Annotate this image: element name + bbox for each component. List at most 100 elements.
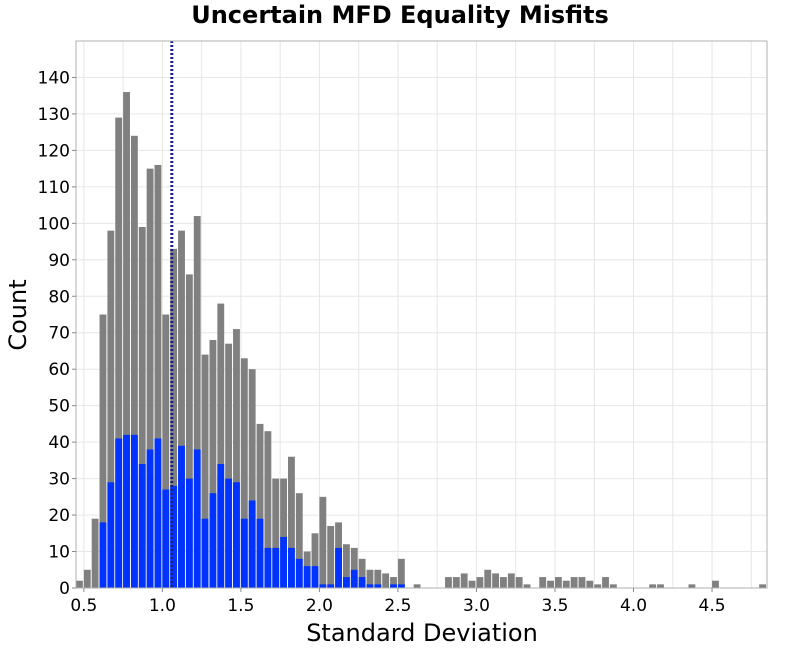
bar-total bbox=[594, 584, 602, 588]
bar-subset bbox=[335, 547, 342, 588]
bar-subset bbox=[397, 584, 405, 588]
bar-total bbox=[382, 573, 390, 588]
chart-title: Uncertain MFD Equality Misfits bbox=[191, 1, 609, 29]
bar-subset bbox=[201, 518, 209, 588]
bar-subset bbox=[225, 478, 233, 588]
bar-total bbox=[240, 358, 248, 588]
bar-subset bbox=[217, 464, 225, 588]
bar-total bbox=[115, 117, 123, 588]
bar-total bbox=[256, 423, 264, 588]
bar-total bbox=[146, 168, 154, 588]
bar-total bbox=[374, 569, 382, 588]
bar-total bbox=[342, 544, 350, 588]
bar-total bbox=[264, 431, 272, 588]
x-tick-label: 3.0 bbox=[463, 596, 490, 616]
bar-total bbox=[554, 577, 562, 588]
bar-total bbox=[91, 518, 99, 588]
bar-total bbox=[562, 580, 570, 588]
bar-total bbox=[123, 92, 130, 588]
bar-subset bbox=[154, 438, 162, 588]
bar-subset bbox=[193, 449, 201, 588]
bar-total bbox=[185, 274, 193, 588]
bar-total bbox=[547, 580, 554, 588]
bar-subset bbox=[115, 438, 123, 588]
bar-subset bbox=[366, 584, 374, 588]
bar-total bbox=[492, 573, 500, 588]
y-tick-label: 120 bbox=[38, 141, 70, 161]
y-tick-label: 50 bbox=[48, 397, 70, 417]
bar-total bbox=[578, 577, 586, 588]
bar-total bbox=[350, 547, 358, 588]
bar-total bbox=[201, 354, 209, 588]
bar-total bbox=[452, 577, 460, 588]
bar-total bbox=[759, 584, 766, 588]
y-tick-label: 10 bbox=[48, 543, 70, 563]
bar-total bbox=[484, 569, 492, 588]
bar-total bbox=[468, 580, 476, 588]
bar-total bbox=[657, 584, 664, 588]
bar-subset bbox=[256, 518, 264, 588]
bar-subset bbox=[146, 449, 154, 588]
bar-subset bbox=[342, 577, 350, 588]
bar-total bbox=[154, 164, 162, 588]
bar-total bbox=[209, 340, 217, 588]
bar-total bbox=[83, 569, 91, 588]
bar-total bbox=[170, 248, 178, 589]
x-axis-label: Standard Deviation bbox=[306, 619, 538, 647]
bar-total bbox=[507, 573, 515, 588]
bar-total bbox=[178, 230, 185, 589]
y-tick-label: 20 bbox=[48, 506, 70, 526]
y-tick-label: 30 bbox=[48, 470, 70, 490]
bar-total bbox=[688, 584, 696, 588]
x-tick-label: 0.5 bbox=[70, 596, 97, 616]
grid-layer bbox=[76, 40, 767, 588]
bar-total bbox=[130, 135, 138, 588]
bar-total bbox=[248, 369, 256, 588]
bar-subset bbox=[327, 584, 335, 588]
bar-total bbox=[413, 584, 421, 588]
bar-total bbox=[99, 314, 107, 588]
bar-total bbox=[280, 478, 288, 588]
bar-total bbox=[162, 314, 170, 588]
bar-total bbox=[570, 577, 578, 588]
bar-total bbox=[217, 303, 225, 588]
bar-subset bbox=[295, 558, 303, 588]
x-tick-label: 2.0 bbox=[306, 596, 333, 616]
bar-total bbox=[445, 577, 452, 588]
bar-subset bbox=[185, 478, 193, 588]
bar-total bbox=[515, 577, 523, 588]
bar-total bbox=[319, 496, 327, 588]
bar-total bbox=[193, 216, 201, 589]
x-tick-label: 1.0 bbox=[149, 596, 176, 616]
y-tick-label: 60 bbox=[48, 360, 70, 380]
y-tick-label: 140 bbox=[38, 68, 70, 88]
bar-total bbox=[460, 573, 468, 588]
bar-subset bbox=[319, 584, 327, 588]
x-tick-label: 4.0 bbox=[620, 596, 647, 616]
bar-subset bbox=[240, 518, 248, 588]
bar-subset bbox=[162, 489, 170, 588]
bar-total bbox=[288, 456, 295, 588]
bar-subset bbox=[264, 547, 272, 588]
bar-total bbox=[390, 577, 397, 588]
bar-subset bbox=[350, 569, 358, 588]
bar-total bbox=[366, 569, 374, 588]
bar-total bbox=[602, 577, 609, 588]
bar-total bbox=[233, 329, 240, 588]
bar-total bbox=[539, 577, 547, 588]
bar-total bbox=[295, 493, 303, 588]
y-tick-label: 110 bbox=[38, 178, 70, 198]
bar-total bbox=[500, 577, 507, 588]
bar-subset bbox=[170, 485, 178, 588]
y-tick-label: 0 bbox=[59, 579, 70, 599]
y-tick-label: 90 bbox=[48, 251, 70, 271]
y-tick-label: 130 bbox=[38, 105, 70, 125]
bar-subset bbox=[311, 566, 319, 588]
bar-subset bbox=[272, 547, 280, 588]
x-tick-label: 2.5 bbox=[384, 596, 411, 616]
bar-subset bbox=[374, 584, 382, 588]
bar-subset bbox=[99, 522, 107, 588]
x-tick-label: 1.5 bbox=[227, 596, 254, 616]
bar-total bbox=[272, 478, 280, 588]
